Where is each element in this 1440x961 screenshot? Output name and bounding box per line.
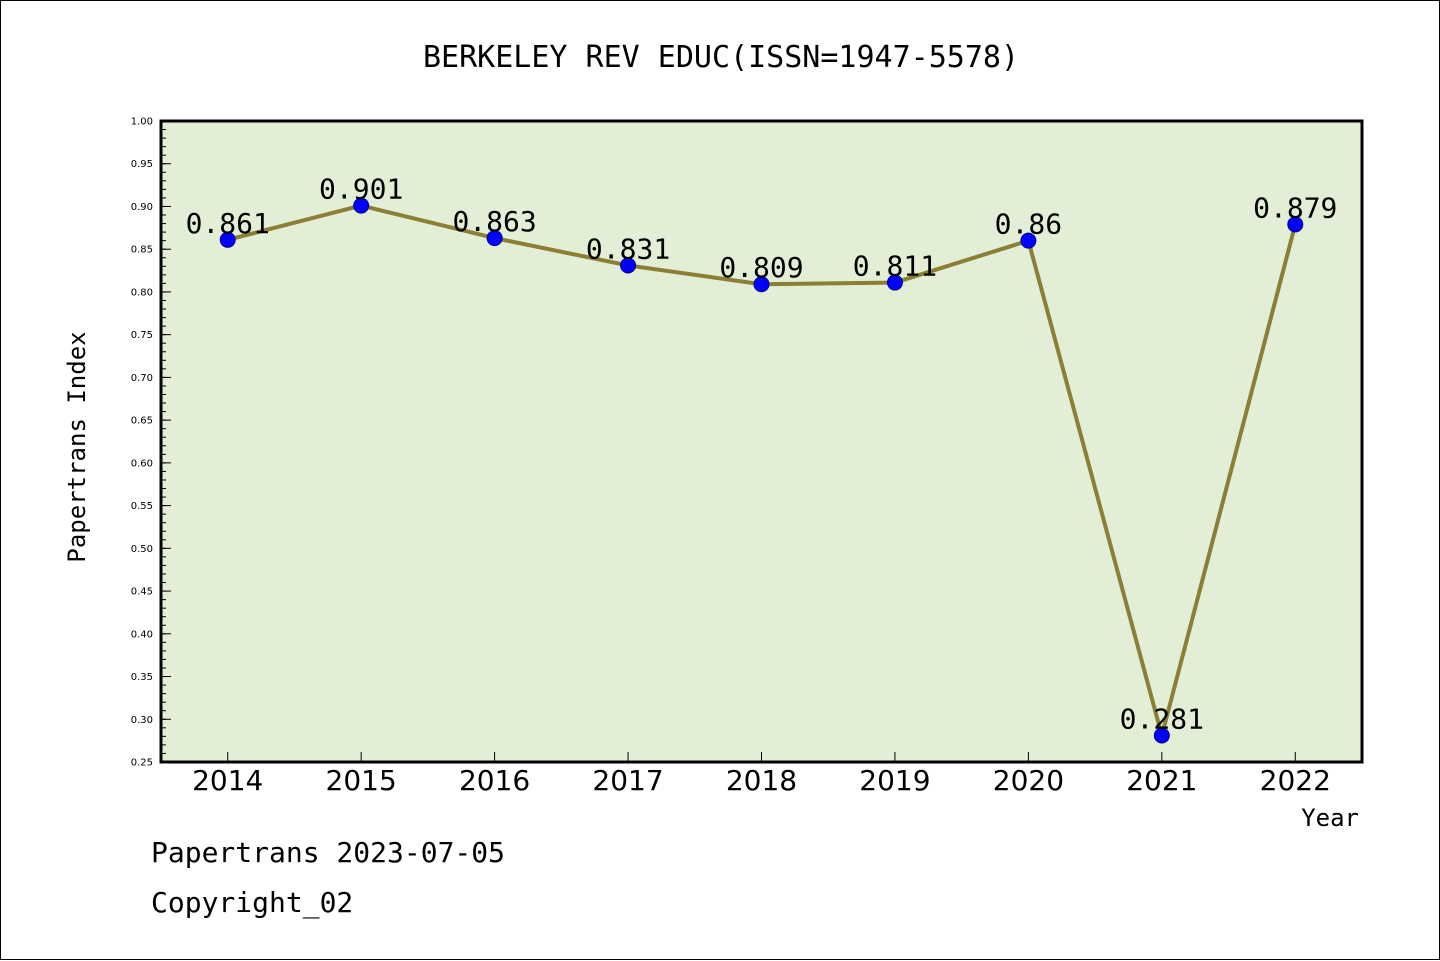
- footer-date: Papertrans 2023-07-05: [151, 836, 506, 869]
- data-point: [1153, 727, 1170, 744]
- data-label: 0.281: [1120, 703, 1204, 736]
- y-tick-label: 0.75: [131, 330, 153, 341]
- chart-title: BERKELEY REV EDUC(ISSN=1947-5578): [423, 40, 1019, 75]
- footer-copyright: Copyright_02: [151, 886, 354, 919]
- x-tick-label: 2014: [192, 764, 263, 797]
- data-point: [620, 257, 637, 274]
- data-label: 0.863: [452, 205, 536, 238]
- data-label: 0.811: [853, 250, 937, 283]
- x-tick-label: 2021: [1126, 764, 1197, 797]
- y-tick-label: 0.55: [131, 501, 153, 512]
- y-tick-label: 0.25: [131, 758, 153, 769]
- y-tick-label: 0.65: [131, 416, 153, 427]
- data-point: [1287, 216, 1304, 233]
- x-tick-label: 2018: [726, 764, 797, 797]
- data-point: [219, 231, 236, 248]
- y-tick-label: 0.35: [131, 672, 153, 683]
- data-label: 0.879: [1253, 191, 1337, 224]
- x-tick-label: 2015: [326, 764, 397, 797]
- y-tick-label: 0.85: [131, 245, 153, 256]
- y-tick-label: 0.80: [131, 287, 153, 298]
- data-point: [353, 197, 370, 214]
- data-markers: [219, 197, 1304, 744]
- x-tick-label: 2017: [592, 764, 663, 797]
- data-point: [886, 274, 903, 291]
- data-point: [1020, 232, 1037, 249]
- data-label: 0.809: [719, 251, 803, 284]
- y-tick-label: 0.45: [131, 587, 153, 598]
- x-tick-label: 2016: [459, 764, 530, 797]
- y-axis-label: Papertrans Index: [63, 331, 91, 562]
- x-axis-label: Year: [1301, 804, 1359, 832]
- y-tick-label: 0.60: [131, 458, 153, 469]
- y-tick-label: 0.40: [131, 629, 153, 640]
- y-tick-label: 0.30: [131, 715, 153, 726]
- data-label: 0.901: [319, 173, 403, 206]
- y-tick-label: 0.95: [131, 159, 153, 170]
- data-labels: 0.861 0.901 0.863 0.831 0.809 0.811 0.86 0.281 0…: [186, 173, 1338, 736]
- y-tick-label: 0.90: [131, 202, 153, 213]
- y-tick-label: 1.00: [131, 117, 153, 128]
- plot-area: [161, 121, 1362, 762]
- x-tick-label: 2020: [993, 764, 1064, 797]
- x-tick-label: 2019: [859, 764, 930, 797]
- data-label: 0.86: [995, 208, 1062, 241]
- data-label: 0.831: [586, 232, 670, 265]
- data-point: [753, 276, 770, 293]
- y-tick-label: 0.50: [131, 544, 153, 555]
- x-axis-ticks: 2014 2015 2016 2017 2018 2019 2020 2021 2022: [192, 752, 1331, 797]
- data-point: [486, 230, 503, 247]
- y-tick-label: 0.70: [131, 373, 153, 384]
- data-label: 0.861: [186, 207, 270, 240]
- plot-border: [159, 119, 1364, 764]
- x-tick-label: 2022: [1260, 764, 1331, 797]
- y-axis-ticks: 0.25 0.30 0.35 0.40 0.45 0.50 0.55 0.60 0.65 0.70…: [131, 117, 171, 769]
